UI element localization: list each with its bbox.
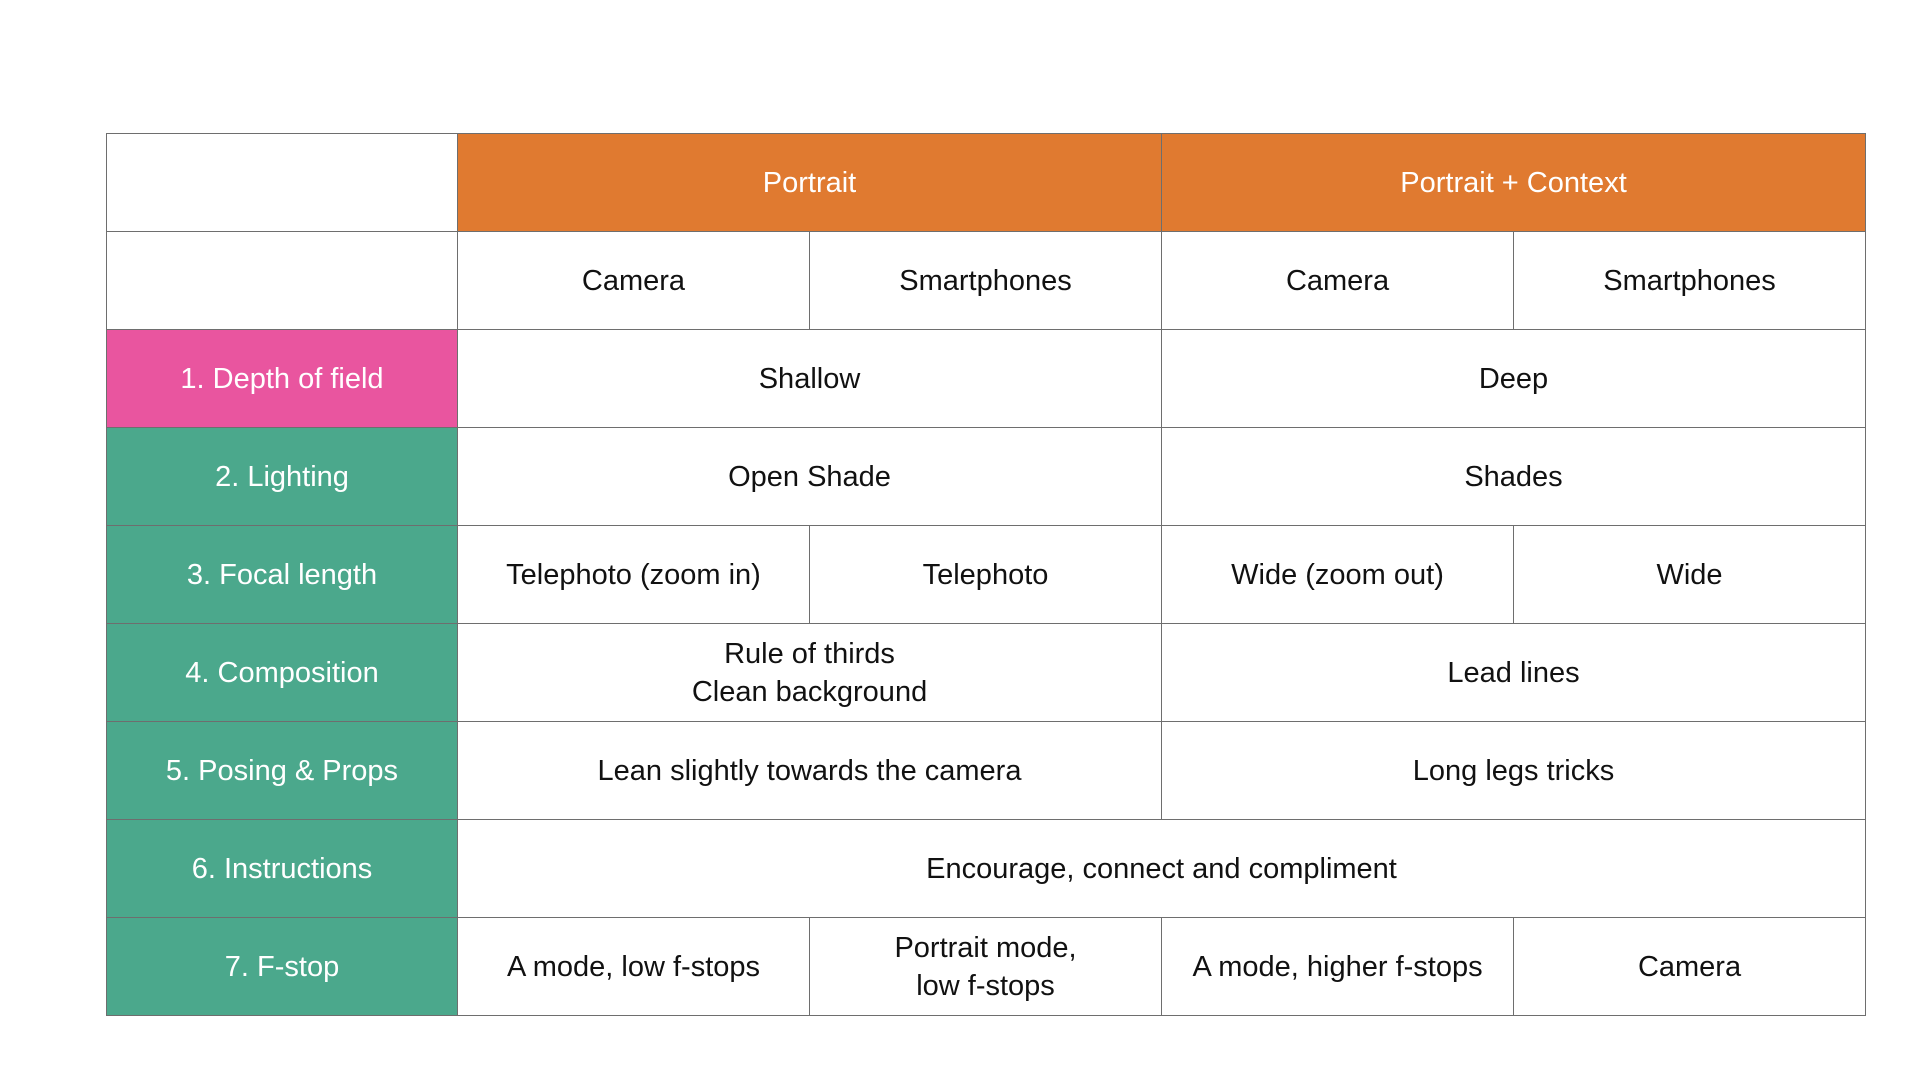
cell: Wide — [1513, 525, 1867, 624]
subheader-camera: Camera — [457, 231, 810, 330]
row-label: 2. Lighting — [106, 427, 458, 526]
subheader-row: Camera Smartphones Camera Smartphones — [106, 231, 1867, 330]
cell: Rule of thirds Clean background — [456, 623, 1163, 722]
cell: A mode, low f-stops — [457, 917, 810, 1016]
cell-line: Clean background — [691, 675, 928, 708]
cell-line: low f-stops — [916, 969, 1055, 1002]
row-label: 4. Composition — [106, 623, 458, 722]
corner-cell — [106, 231, 458, 330]
cell: Telephoto — [808, 525, 1163, 624]
row-label: 5. Posing & Props — [106, 721, 458, 820]
table-row: 3. Focal length Telephoto (zoom in) Tele… — [106, 525, 1867, 624]
cell-line: Portrait mode, — [894, 931, 1077, 964]
table-row: 1. Depth of field Shallow Deep — [106, 329, 1867, 428]
corner-cell — [106, 133, 458, 232]
subheader-smartphones: Smartphones — [808, 231, 1163, 330]
cell: Wide (zoom out) — [1161, 525, 1515, 624]
row-label: 6. Instructions — [106, 819, 458, 918]
cell: Shallow — [456, 329, 1163, 428]
cell: Portrait mode, low f-stops — [808, 917, 1163, 1016]
row-label: 1. Depth of field — [106, 329, 458, 428]
cell: Deep — [1161, 329, 1867, 428]
cell: Lead lines — [1161, 623, 1867, 722]
subheader-camera: Camera — [1161, 231, 1515, 330]
cell: Long legs tricks — [1161, 721, 1867, 820]
cell: A mode, higher f-stops — [1161, 917, 1515, 1016]
table-row: 6. Instructions Encourage, connect and c… — [106, 819, 1867, 918]
photography-tips-table: Portrait Portrait + Context Camera Smart… — [106, 133, 1867, 1016]
cell-line: Rule of thirds — [724, 637, 895, 670]
table-row: 2. Lighting Open Shade Shades — [106, 427, 1867, 526]
header-row: Portrait Portrait + Context — [106, 133, 1867, 232]
cell: Open Shade — [456, 427, 1163, 526]
cell: Shades — [1161, 427, 1867, 526]
header-portrait: Portrait — [456, 133, 1163, 232]
table-row: 4. Composition Rule of thirds Clean backg… — [106, 623, 1867, 722]
row-label: 3. Focal length — [106, 525, 458, 624]
cell: Lean slightly towards the camera — [456, 721, 1163, 820]
cell: Camera — [1513, 917, 1867, 1016]
table-row: 5. Posing & Props Lean slightly towards … — [106, 721, 1867, 820]
subheader-smartphones: Smartphones — [1513, 231, 1867, 330]
table-row: 7. F-stop A mode, low f-stops Portrait m… — [106, 917, 1867, 1016]
header-portrait-context: Portrait + Context — [1161, 133, 1867, 232]
cell: Telephoto (zoom in) — [457, 525, 810, 624]
cell: Encourage, connect and compliment — [456, 819, 1867, 918]
row-label: 7. F-stop — [106, 917, 458, 1016]
